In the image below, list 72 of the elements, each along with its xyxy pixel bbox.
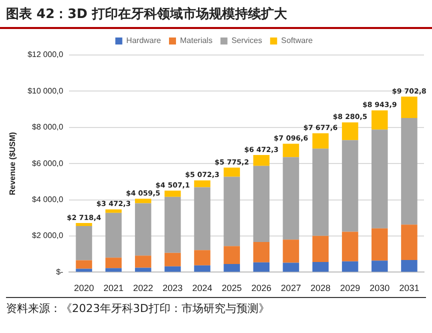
bar <box>164 190 181 197</box>
bar <box>194 265 210 272</box>
legend-label: Materials <box>180 36 212 46</box>
x-tick-label: 2027 <box>280 283 301 294</box>
bar <box>312 262 329 272</box>
bar <box>401 96 418 118</box>
bar <box>253 262 270 272</box>
bar <box>342 261 358 272</box>
bar <box>372 228 388 261</box>
bar <box>164 252 181 266</box>
x-tick-label: 2023 <box>162 283 183 294</box>
x-tick-label: 2021 <box>104 283 124 294</box>
bar <box>372 130 388 228</box>
bar <box>194 250 210 266</box>
bar <box>342 232 358 262</box>
x-tick-label: 2028 <box>310 283 331 294</box>
legend-label: Software <box>281 36 314 46</box>
y-tick-label: $10 000,0 <box>28 86 64 96</box>
y-axis-title: Revenue ($USM) <box>8 132 18 196</box>
bar <box>282 262 300 272</box>
y-tick-label: $2 000,0 <box>32 231 64 240</box>
x-tick-label: 2031 <box>399 283 420 294</box>
bar <box>76 226 92 260</box>
chart-title: 图表 42：3D 打印在牙科领域市场规模持续扩大 <box>0 0 432 29</box>
bar <box>253 242 270 262</box>
bar <box>224 168 240 177</box>
bar <box>164 196 181 253</box>
bar <box>372 110 388 130</box>
bar <box>105 212 122 258</box>
x-tick-label: 2020 <box>74 283 94 294</box>
bar <box>164 266 181 272</box>
bar <box>253 155 270 166</box>
bar <box>76 260 92 269</box>
bar <box>401 224 418 260</box>
bar <box>134 198 152 204</box>
bar <box>105 268 122 272</box>
bar <box>342 140 358 232</box>
x-tick-label: 2030 <box>370 283 390 294</box>
y-tick-label: $12 000,0 <box>28 50 64 60</box>
bar <box>312 236 329 262</box>
bar <box>194 180 210 188</box>
x-tick-label: 2025 <box>222 283 242 294</box>
y-tick-label: $8 000,0 <box>32 122 64 132</box>
bar <box>401 260 418 272</box>
bar <box>224 176 240 246</box>
x-tick-label: 2026 <box>251 283 272 294</box>
legend-label: Hardware <box>126 36 162 46</box>
bar <box>105 258 122 268</box>
bar <box>312 148 329 236</box>
bar <box>401 118 418 225</box>
bar <box>312 133 329 149</box>
y-tick-label: $6 000,0 <box>32 158 64 168</box>
bar <box>372 260 388 272</box>
bar <box>224 246 240 264</box>
bar <box>224 264 240 272</box>
bar <box>282 144 300 158</box>
bar <box>76 222 92 226</box>
y-tick-label: $- <box>56 267 64 276</box>
x-tick-label: 2029 <box>340 283 360 294</box>
bar <box>134 203 152 256</box>
bar <box>282 240 300 263</box>
legend-label: Services <box>231 36 262 46</box>
bar <box>342 122 358 140</box>
bar <box>105 209 122 213</box>
text: 资料来源：《2023年牙科3D打印：市场研究与预测》 <box>6 297 426 316</box>
bar <box>253 166 270 242</box>
bar <box>134 256 152 268</box>
y-tick-label: $4 000,0 <box>32 195 64 204</box>
bar <box>282 157 300 240</box>
x-tick-label: 2024 <box>192 283 212 294</box>
bar <box>194 187 210 250</box>
x-tick-label: 2022 <box>133 283 154 294</box>
